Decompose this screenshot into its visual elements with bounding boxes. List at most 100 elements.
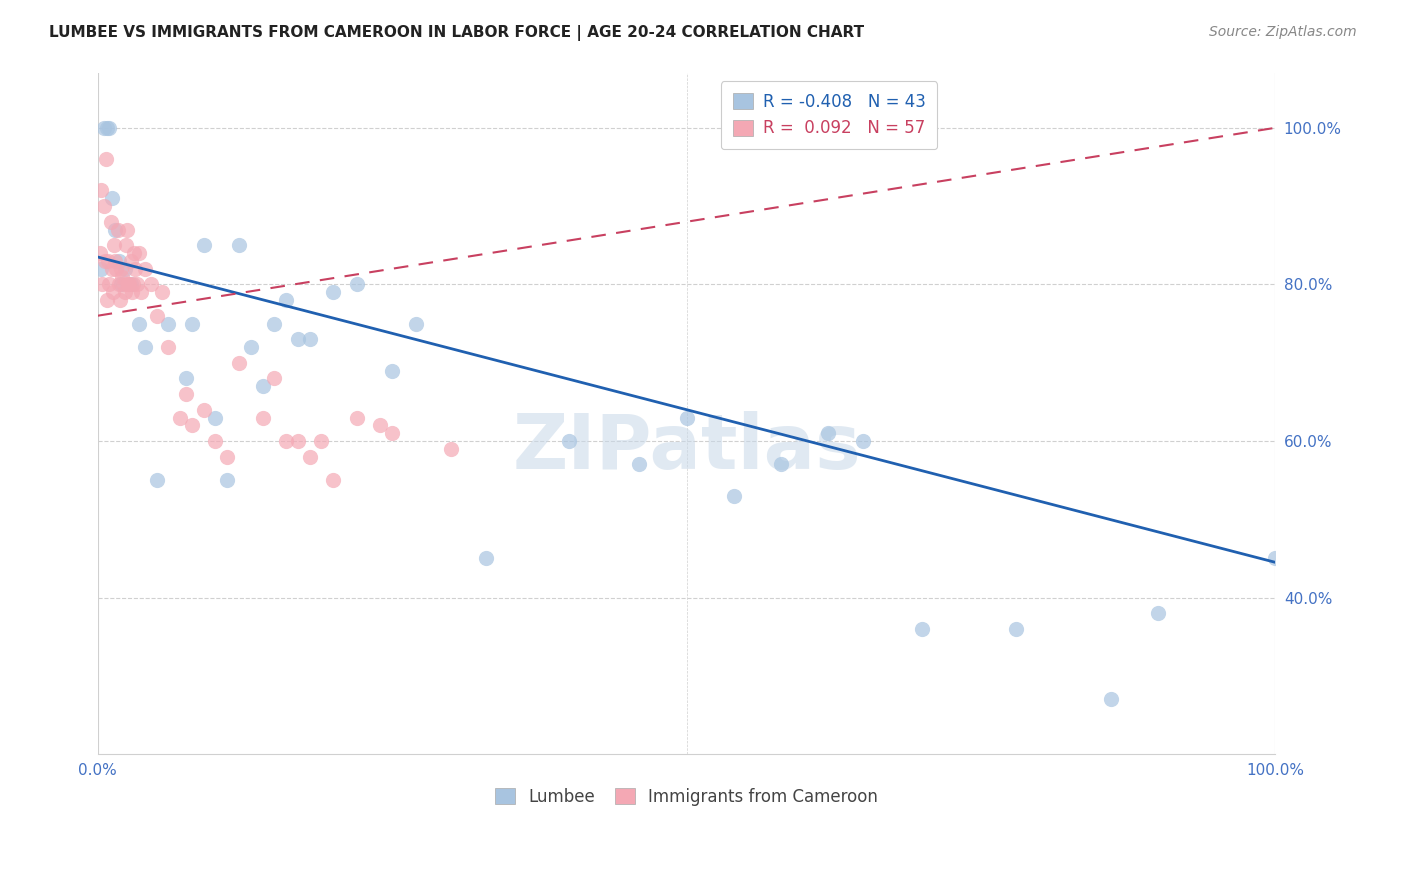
Point <box>440 442 463 456</box>
Point <box>263 371 285 385</box>
Point <box>139 277 162 292</box>
Point <box>1146 607 1168 621</box>
Point <box>118 277 141 292</box>
Point <box>193 402 215 417</box>
Point <box>628 458 651 472</box>
Point <box>120 277 142 292</box>
Point <box>217 473 239 487</box>
Point <box>114 285 136 300</box>
Point <box>817 426 839 441</box>
Point <box>322 473 344 487</box>
Point <box>96 120 118 135</box>
Point <box>114 261 136 276</box>
Point <box>93 120 115 135</box>
Point <box>157 340 180 354</box>
Point <box>152 285 174 300</box>
Point <box>174 371 197 385</box>
Point <box>217 450 239 464</box>
Point <box>93 199 115 213</box>
Point <box>112 277 135 292</box>
Point <box>93 253 115 268</box>
Point <box>287 332 309 346</box>
Point <box>346 410 368 425</box>
Point <box>274 434 297 448</box>
Legend: Lumbee, Immigrants from Cameroon: Lumbee, Immigrants from Cameroon <box>486 780 887 814</box>
Point <box>475 551 498 566</box>
Point <box>274 293 297 307</box>
Point <box>228 356 250 370</box>
Point <box>94 152 117 166</box>
Point <box>405 317 427 331</box>
Point <box>98 120 121 135</box>
Point <box>180 418 202 433</box>
Point <box>124 261 146 276</box>
Point <box>91 277 114 292</box>
Point <box>1005 622 1028 636</box>
Point <box>911 622 934 636</box>
Point <box>104 253 127 268</box>
Point <box>134 340 156 354</box>
Point <box>120 253 142 268</box>
Point <box>346 277 368 292</box>
Point <box>311 434 333 448</box>
Point <box>105 261 128 276</box>
Point <box>558 434 581 448</box>
Point <box>111 269 134 284</box>
Point <box>769 458 792 472</box>
Point <box>298 450 321 464</box>
Point <box>108 253 131 268</box>
Point <box>101 191 124 205</box>
Text: Source: ZipAtlas.com: Source: ZipAtlas.com <box>1209 25 1357 39</box>
Point <box>103 238 125 252</box>
Point <box>145 309 167 323</box>
Point <box>193 238 215 252</box>
Point <box>96 293 118 307</box>
Point <box>180 317 202 331</box>
Point <box>239 340 262 354</box>
Point <box>97 253 120 268</box>
Point <box>169 410 191 425</box>
Point <box>104 222 127 236</box>
Point <box>125 277 148 292</box>
Point <box>252 410 274 425</box>
Point <box>98 277 121 292</box>
Point <box>110 261 132 276</box>
Point <box>89 246 111 260</box>
Point <box>129 285 152 300</box>
Text: ZIPatlas: ZIPatlas <box>512 410 860 484</box>
Point <box>128 317 150 331</box>
Point <box>228 238 250 252</box>
Point <box>174 387 197 401</box>
Point <box>252 379 274 393</box>
Point <box>100 215 122 229</box>
Point <box>204 410 226 425</box>
Point <box>381 363 404 377</box>
Point <box>381 426 404 441</box>
Point <box>145 473 167 487</box>
Point <box>322 285 344 300</box>
Point <box>115 222 138 236</box>
Point <box>204 434 226 448</box>
Point <box>128 246 150 260</box>
Point <box>723 489 745 503</box>
Point <box>368 418 391 433</box>
Point <box>90 183 112 197</box>
Point <box>675 410 697 425</box>
Point <box>298 332 321 346</box>
Point <box>101 285 124 300</box>
Point <box>110 277 132 292</box>
Point <box>108 293 131 307</box>
Point <box>852 434 875 448</box>
Point <box>121 285 143 300</box>
Text: LUMBEE VS IMMIGRANTS FROM CAMEROON IN LABOR FORCE | AGE 20-24 CORRELATION CHART: LUMBEE VS IMMIGRANTS FROM CAMEROON IN LA… <box>49 25 865 41</box>
Point <box>117 277 139 292</box>
Point <box>122 246 145 260</box>
Point <box>1099 692 1122 706</box>
Point <box>115 238 138 252</box>
Point <box>101 261 124 276</box>
Point <box>157 317 180 331</box>
Point <box>134 261 156 276</box>
Point <box>122 277 145 292</box>
Point <box>1264 551 1286 566</box>
Point <box>90 261 112 276</box>
